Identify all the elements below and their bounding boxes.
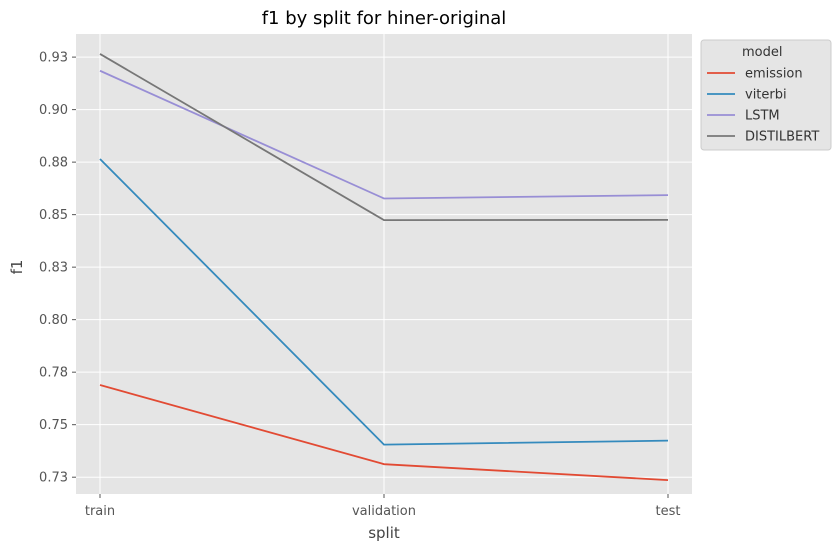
y-tick-label: 0.73	[39, 471, 68, 486]
y-tick-label: 0.93	[39, 51, 68, 66]
chart-title: f1 by split for hiner-original	[262, 8, 507, 29]
legend-title: model	[742, 45, 782, 60]
series-line-lstm	[99, 69, 669, 200]
legend-label-viterbi: viterbi	[745, 88, 787, 103]
y-tick-label: 0.88	[39, 156, 68, 171]
y-tick-label: 0.75	[39, 418, 68, 433]
y-axis: 0.73 0.75 0.78 0.80 0.83 0.85 0.88 0.90 0.93	[39, 51, 76, 486]
x-tick-label: validation	[352, 504, 416, 519]
legend-label-lstm: LSTM	[745, 109, 780, 124]
x-tick-label: test	[656, 504, 681, 519]
y-tick-label: 0.83	[39, 261, 68, 276]
series-line-emission	[99, 384, 669, 482]
legend-label-emission: emission	[745, 67, 803, 82]
y-tick-label: 0.85	[39, 208, 68, 223]
series-group	[99, 53, 669, 482]
x-tick-label: train	[85, 504, 115, 519]
y-axis-label: f1	[8, 260, 26, 275]
legend: model emission viterbi LSTM DISTILBERT	[700, 39, 832, 151]
series-line-viterbi	[99, 158, 669, 446]
x-axis-label: split	[368, 524, 400, 542]
y-tick-label: 0.78	[39, 366, 68, 381]
series-line-distilbert	[99, 53, 669, 222]
legend-label-distilbert: DISTILBERT	[745, 130, 819, 145]
y-tick-label: 0.80	[39, 313, 68, 328]
grid	[76, 34, 692, 494]
legend-box	[700, 39, 832, 151]
y-tick-label: 0.90	[39, 103, 68, 118]
x-axis: train validation test	[85, 494, 681, 519]
